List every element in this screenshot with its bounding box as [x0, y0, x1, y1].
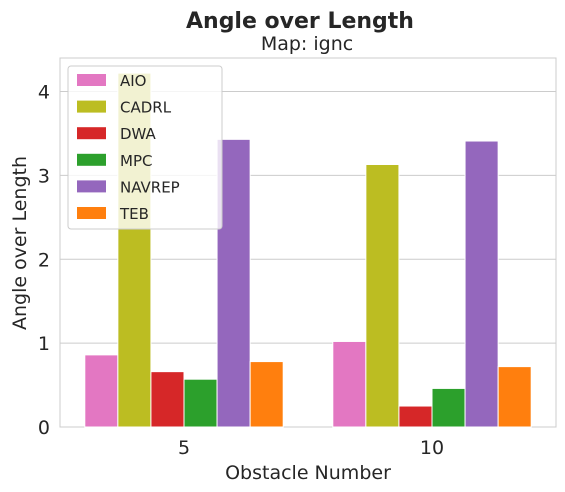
legend-box	[67, 65, 223, 230]
bar-aio-5	[84, 354, 119, 428]
y-tick-label: 3	[38, 165, 50, 187]
x-tick-labels: 5 10	[178, 437, 444, 459]
bar-navrep-10	[464, 140, 499, 428]
x-axis-label: Obstacle Number	[225, 462, 391, 484]
legend-swatch-navrep	[77, 180, 106, 193]
chart-subtitle: Map: ignc	[261, 33, 353, 55]
bar-teb-10	[497, 366, 532, 428]
bar-dwa-10	[398, 405, 433, 428]
legend-label-dwa: DWA	[120, 125, 157, 143]
bar-mpc-5	[183, 378, 218, 428]
bar-dwa-5	[150, 371, 185, 428]
legend-swatch-dwa	[77, 127, 106, 140]
legend: AIO CADRL DWA MPC NAVREP TEB	[67, 65, 223, 230]
bar-cadrl-10	[365, 164, 400, 428]
legend-label-navrep: NAVREP	[120, 178, 180, 196]
legend-swatch-aio	[77, 74, 106, 86]
legend-swatch-cadrl	[77, 100, 106, 113]
chart-title: Angle over Length	[186, 9, 414, 34]
y-tick-label: 4	[38, 82, 50, 104]
y-tick-label: 1	[38, 333, 50, 355]
legend-swatch-teb	[77, 207, 106, 219]
bar-navrep-5	[216, 138, 251, 428]
legend-label-cadrl: CADRL	[120, 99, 172, 117]
legend-label-teb: TEB	[119, 205, 149, 223]
x-tick-label: 10	[420, 437, 444, 459]
y-axis-label: Angle over Length	[9, 156, 31, 330]
y-tick-label: 2	[38, 249, 50, 271]
x-tick-label: 5	[178, 437, 190, 459]
y-tick-labels: 0 1 2 3 4	[38, 82, 50, 439]
bar-aio-10	[332, 340, 367, 428]
legend-label-aio: AIO	[120, 72, 147, 90]
y-tick-label: 0	[38, 417, 50, 439]
bar-teb-5	[249, 361, 284, 428]
bar-mpc-10	[431, 387, 466, 428]
legend-label-mpc: MPC	[120, 152, 152, 170]
legend-swatch-mpc	[77, 153, 106, 166]
